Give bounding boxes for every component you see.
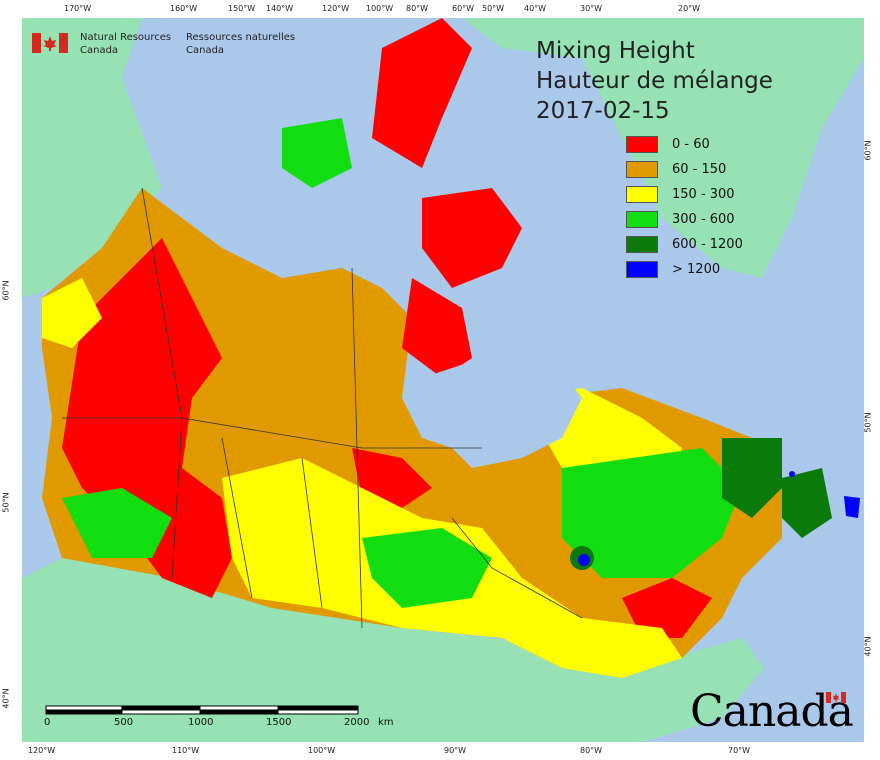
scale-bar-graphic <box>45 705 359 715</box>
legend-label: 300 - 600 <box>672 212 735 227</box>
graticule-bottom-90w: 90°W <box>444 746 467 755</box>
legend-item: 300 - 600 <box>626 207 743 232</box>
org-name-fr-line2: Canada <box>186 45 225 56</box>
graticule-left-50n: 50°N <box>1 492 11 513</box>
green-ontario-zone <box>362 528 492 608</box>
legend-label: 0 - 60 <box>672 137 710 152</box>
blue-spot-quebec <box>578 554 590 566</box>
graticule-top-150w: 150°W <box>228 4 256 13</box>
red-keewatin-zone <box>402 278 472 378</box>
legend-label: > 1200 <box>672 262 721 277</box>
green-bc-zone <box>62 488 172 558</box>
graticule-bottom-110w: 110°W <box>172 746 200 755</box>
mixing-height-map[interactable] <box>22 18 864 742</box>
red-baffin-zone <box>422 188 522 288</box>
scale-label: 500 <box>114 717 134 728</box>
alaska-land <box>22 18 162 298</box>
legend-item: 0 - 60 <box>626 132 743 157</box>
scale-label: 2000 <box>344 717 370 728</box>
blue-spot-labrador <box>789 471 795 477</box>
graticule-top-60w: 60°W <box>452 4 475 13</box>
scale-unit: km <box>378 717 394 728</box>
legend-swatch <box>626 236 658 253</box>
green-quebec-zone <box>562 448 742 578</box>
graticule-bottom-100w: 100°W <box>308 746 336 755</box>
usa-land <box>22 558 764 742</box>
legend-item: 60 - 150 <box>626 157 743 182</box>
graticule-top-170w: 170°W <box>64 4 92 13</box>
blue-spot-newfoundland <box>844 496 860 518</box>
org-name-en-line1: Natural Resources <box>80 32 172 43</box>
map-title-fr: Hauteur de mélange <box>536 68 773 94</box>
map-date: 2017-02-15 <box>536 98 670 124</box>
legend-item: 600 - 1200 <box>626 232 743 257</box>
graticule-top-120w: 120°W <box>322 4 350 13</box>
legend-item: > 1200 <box>626 257 743 282</box>
graticule-right-50n: 50°N <box>863 412 873 433</box>
graticule-top-20w: 20°W <box>678 4 701 13</box>
graticule-right-60n: 60°N <box>863 140 873 161</box>
legend-swatch <box>626 261 658 278</box>
scale-label: 1000 <box>188 717 214 728</box>
graticule-bottom-80w: 80°W <box>580 746 603 755</box>
legend-swatch <box>626 136 658 153</box>
graticule-bottom-120w: 120°W <box>28 746 56 755</box>
graticule-left-40n: 40°N <box>1 688 11 709</box>
darkgreen-labrador-zone <box>722 438 782 518</box>
legend-label: 150 - 300 <box>672 187 735 202</box>
scale-label: 0 <box>44 717 51 728</box>
red-arctic-zone <box>372 18 472 168</box>
map-title-block: Mixing Height Hauteur de mélange 2017-02… <box>536 36 773 126</box>
legend-swatch <box>626 186 658 203</box>
graticule-top-160w: 160°W <box>170 4 198 13</box>
graticule-top-30w: 30°W <box>580 4 603 13</box>
org-name-fr-line1: Ressources naturelles <box>186 32 296 43</box>
graticule-top-100w: 100°W <box>366 4 394 13</box>
wordmark-flag-icon <box>826 692 846 703</box>
graticule-top-40w: 40°W <box>524 4 547 13</box>
legend-label: 600 - 1200 <box>672 237 743 252</box>
legend: 0 - 60 60 - 150 150 - 300 300 - 600 600 … <box>626 132 743 282</box>
legend-swatch <box>626 161 658 178</box>
org-name-en-line2: Canada <box>80 45 119 56</box>
darkgreen-newfoundland-zone <box>782 468 832 538</box>
graticule-top-80w: 80°W <box>406 4 429 13</box>
legend-item: 150 - 300 <box>626 182 743 207</box>
yellow-west-coast <box>42 278 102 348</box>
graticule-bottom-70w: 70°W <box>728 746 751 755</box>
red-maritimes-zone <box>622 578 712 638</box>
canada-flag-icon <box>32 33 68 53</box>
map-title-en: Mixing Height <box>536 38 695 64</box>
graticule-left-60n: 60°N <box>1 280 11 301</box>
provincial-boundaries <box>62 187 583 629</box>
green-arctic-zone <box>282 118 352 188</box>
legend-label: 60 - 150 <box>672 162 727 177</box>
graticule-top-50w: 50°W <box>482 4 505 13</box>
scale-bar: 0 500 1000 1500 2000 km <box>44 703 394 728</box>
hudson-bay <box>422 348 582 468</box>
legend-swatch <box>626 211 658 228</box>
scale-label: 1500 <box>266 717 292 728</box>
graticule-top-140w: 140°W <box>266 4 294 13</box>
greenland-land <box>462 18 864 278</box>
graticule-right-40n: 40°N <box>863 636 873 657</box>
